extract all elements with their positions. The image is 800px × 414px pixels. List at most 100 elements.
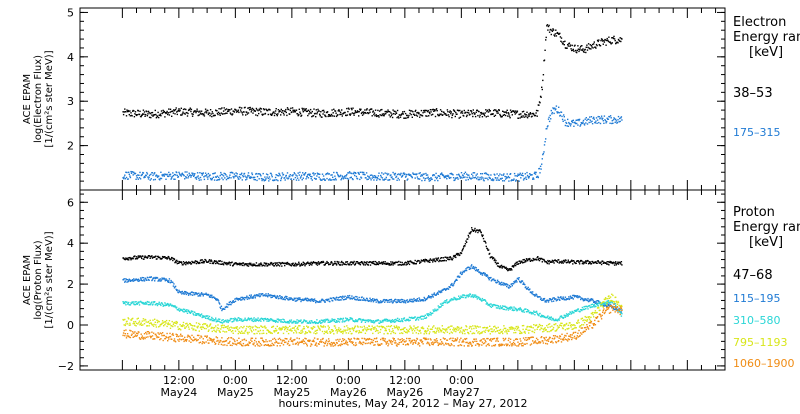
proton-data-point bbox=[268, 321, 269, 322]
electron-ylabel-line-3: [1/(cm²s ster MeV)] bbox=[44, 50, 55, 147]
electron-data-point bbox=[370, 179, 371, 180]
electron-data-point bbox=[147, 176, 148, 177]
electron-data-point bbox=[613, 36, 614, 37]
electron-data-point bbox=[313, 172, 314, 173]
electron-data-point bbox=[555, 108, 556, 109]
electron-data-point bbox=[290, 110, 291, 111]
proton-data-point bbox=[259, 327, 260, 328]
proton-data-point bbox=[315, 302, 316, 303]
proton-data-point bbox=[565, 317, 566, 318]
proton-data-point bbox=[366, 261, 367, 262]
proton-data-point bbox=[529, 258, 530, 259]
electron-data-point bbox=[185, 109, 186, 110]
proton-data-point bbox=[131, 319, 132, 320]
proton-data-point bbox=[194, 312, 195, 313]
electron-data-point bbox=[544, 50, 545, 51]
proton-data-point bbox=[294, 321, 295, 322]
proton-data-point bbox=[217, 324, 218, 325]
proton-data-point bbox=[308, 263, 309, 264]
proton-data-point bbox=[474, 228, 475, 229]
proton-data-point bbox=[395, 299, 396, 300]
electron-data-point bbox=[332, 115, 333, 116]
electron-data-point bbox=[126, 177, 127, 178]
proton-data-point bbox=[508, 309, 509, 310]
electron-data-point bbox=[596, 117, 597, 118]
electron-data-point bbox=[152, 112, 153, 113]
electron-data-point bbox=[343, 177, 344, 178]
proton-data-point bbox=[435, 258, 436, 259]
proton-data-point bbox=[128, 259, 129, 260]
proton-data-point bbox=[601, 264, 602, 265]
electron-data-point bbox=[454, 180, 455, 181]
proton-data-point bbox=[253, 321, 254, 322]
electron-data-point bbox=[350, 115, 351, 116]
electron-data-point bbox=[572, 45, 573, 46]
proton-data-point bbox=[572, 263, 573, 264]
proton-data-point bbox=[221, 327, 222, 328]
electron-data-point bbox=[451, 111, 452, 112]
proton-data-point bbox=[138, 322, 139, 323]
proton-data-point bbox=[329, 301, 330, 302]
electron-data-point bbox=[205, 109, 206, 110]
proton-data-point bbox=[500, 283, 501, 284]
electron-data-point bbox=[586, 117, 587, 118]
electron-data-point bbox=[483, 180, 484, 181]
proton-data-point bbox=[172, 260, 173, 261]
proton-data-point bbox=[238, 333, 239, 334]
electron-data-point bbox=[234, 173, 235, 174]
electron-data-point bbox=[378, 173, 379, 174]
proton-data-point bbox=[621, 313, 622, 314]
electron-data-point bbox=[379, 114, 380, 115]
proton-data-point bbox=[563, 296, 564, 297]
proton-data-point bbox=[259, 265, 260, 266]
electron-data-point bbox=[583, 52, 584, 53]
proton-data-point bbox=[392, 302, 393, 303]
proton-data-point bbox=[133, 278, 134, 279]
proton-data-point bbox=[138, 318, 139, 319]
electron-data-point bbox=[348, 109, 349, 110]
electron-data-point bbox=[305, 178, 306, 179]
proton-data-point bbox=[400, 320, 401, 321]
proton-data-point bbox=[352, 318, 353, 319]
proton-data-point bbox=[533, 313, 534, 314]
proton-data-point bbox=[355, 319, 356, 320]
proton-data-point bbox=[234, 327, 235, 328]
electron-data-point bbox=[277, 180, 278, 181]
proton-data-point bbox=[391, 299, 392, 300]
electron-data-point bbox=[533, 178, 534, 179]
electron-data-point bbox=[590, 120, 591, 121]
electron-data-point bbox=[260, 111, 261, 112]
electron-data-point bbox=[548, 117, 549, 118]
electron-data-point bbox=[404, 111, 405, 112]
proton-data-point bbox=[209, 316, 210, 317]
proton-data-point bbox=[404, 317, 405, 318]
electron-data-point bbox=[484, 115, 485, 116]
proton-data-point bbox=[472, 294, 473, 295]
electron-data-point bbox=[451, 117, 452, 118]
electron-data-point bbox=[459, 117, 460, 118]
electron-data-point bbox=[234, 111, 235, 112]
proton-data-point bbox=[249, 295, 250, 296]
electron-data-point bbox=[223, 110, 224, 111]
electron-data-point bbox=[246, 177, 247, 178]
electron-data-point bbox=[300, 177, 301, 178]
electron-data-point bbox=[376, 179, 377, 180]
electron-data-point bbox=[577, 45, 578, 46]
proton-data-point bbox=[365, 264, 366, 265]
electron-data-point bbox=[190, 108, 191, 109]
proton-data-point bbox=[404, 300, 405, 301]
electron-data-point bbox=[158, 175, 159, 176]
electron-data-point bbox=[621, 38, 622, 39]
proton-data-point bbox=[230, 264, 231, 265]
electron-data-point bbox=[332, 177, 333, 178]
electron-data-point bbox=[541, 87, 542, 88]
electron-data-point bbox=[475, 116, 476, 117]
electron-data-point bbox=[593, 43, 594, 44]
electron-data-point bbox=[284, 177, 285, 178]
electron-data-point bbox=[338, 109, 339, 110]
proton-data-point bbox=[579, 263, 580, 264]
proton-data-point bbox=[524, 312, 525, 313]
electron-data-point bbox=[186, 171, 187, 172]
electron-data-point bbox=[379, 179, 380, 180]
proton-data-point bbox=[265, 293, 266, 294]
